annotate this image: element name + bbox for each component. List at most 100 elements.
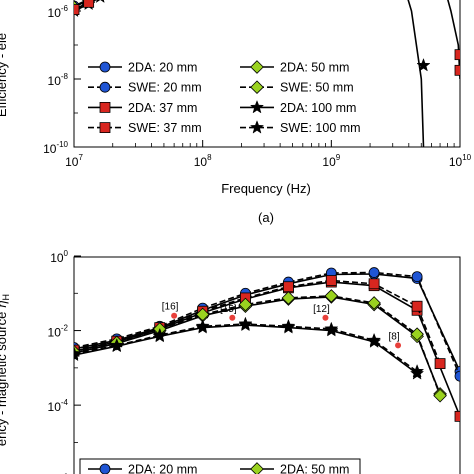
- legend-label: 2DA: 37 mm: [128, 101, 197, 115]
- y-tick-label: 100: [50, 249, 68, 265]
- legend-label: 2DA: 20 mm: [128, 463, 197, 474]
- series-group-a: [74, 0, 460, 147]
- star-marker: [416, 57, 431, 72]
- star-marker: [324, 321, 339, 336]
- series-line: [74, 279, 441, 364]
- legend-label: SWE: 37 mm: [128, 121, 202, 135]
- tick-base: 10: [65, 155, 79, 169]
- tick-exponent: -6: [61, 4, 69, 13]
- tick-base: 10: [48, 326, 62, 340]
- legend-entry: 2DA: 100 mm: [240, 100, 356, 115]
- reference-annotations-b: [16] [15] [12] [8]: [162, 302, 402, 349]
- reference-label: [12]: [313, 304, 330, 315]
- series-line: [74, 295, 441, 396]
- tick-exponent: 10: [462, 153, 471, 162]
- star-marker: [238, 316, 253, 331]
- star-marker: [109, 337, 124, 352]
- square-marker: [99, 122, 111, 133]
- x-tick-label: 108: [194, 153, 212, 169]
- series-line: [74, 0, 91, 8]
- reference-label: [15]: [220, 304, 237, 315]
- series-group-b: [74, 267, 460, 422]
- square-marker: [454, 410, 460, 422]
- legend-entry: 2DA: 37 mm: [88, 101, 197, 115]
- star-marker: [367, 332, 382, 347]
- series-line: [74, 323, 418, 373]
- y-axis-label-a: Efficiency - ele: [0, 33, 9, 117]
- x-tick-label: 109: [322, 153, 340, 169]
- reference-point: [395, 342, 402, 349]
- square-marker: [411, 300, 423, 312]
- diamond-marker: [250, 462, 264, 474]
- legend-entry: SWE: 20 mm: [88, 81, 202, 95]
- circle-marker: [368, 267, 380, 278]
- star-marker: [95, 0, 105, 3]
- series-line: [407, 0, 425, 147]
- star-marker: [152, 327, 167, 342]
- square-marker: [368, 278, 380, 290]
- square-marker: [74, 4, 80, 15]
- x-tick-label: 107: [65, 153, 83, 169]
- tick-exponent: -2: [61, 324, 69, 333]
- legend-label: 2DA: 100 mm: [280, 101, 356, 115]
- tick-base: 10: [43, 142, 57, 156]
- legend-a: 2DA: 20 mm 2DA: 50 mm SWE: 20 mm SWE: 50 mm…: [88, 60, 361, 135]
- tick-base: 10: [194, 155, 208, 169]
- circle-marker: [99, 61, 111, 73]
- panel-label-a: (a): [258, 210, 274, 225]
- star-marker: [74, 346, 82, 360]
- legend-label: 2DA: 50 mm: [280, 61, 349, 75]
- legend-label: SWE: 20 mm: [128, 81, 202, 95]
- legend-box-b: [79, 458, 361, 474]
- star-marker: [249, 100, 265, 114]
- y-tick-label: 10-6: [48, 4, 69, 20]
- square-marker: [325, 275, 337, 286]
- star-marker: [249, 120, 265, 134]
- square-marker: [99, 102, 111, 113]
- reference-point: [171, 312, 178, 319]
- circle-marker: [99, 81, 111, 93]
- legend-label: 2DA: 20 mm: [128, 61, 197, 75]
- series-line: [447, 0, 460, 80]
- tick-exponent: 0: [64, 249, 69, 258]
- tick-exponent: -6: [61, 473, 69, 474]
- tick-exponent: -8: [61, 72, 69, 81]
- star-marker: [281, 318, 296, 333]
- legend-entry: 2DA: 20 mm: [88, 463, 197, 474]
- y-axis-label-b-text: ency - magnetic source: [0, 312, 9, 446]
- diamond-marker: [324, 289, 339, 303]
- tick-exponent: 7: [78, 153, 83, 162]
- tick-base: 10: [48, 74, 62, 88]
- legend-entry: SWE: 100 mm: [240, 120, 361, 135]
- star-marker: [195, 318, 210, 333]
- tick-exponent: -10: [56, 140, 68, 149]
- series-line: [74, 324, 418, 375]
- square-marker: [454, 64, 460, 76]
- y-axis-label-b-symbol: η: [0, 300, 9, 307]
- tick-exponent: -4: [61, 398, 69, 407]
- star-marker: [410, 363, 425, 378]
- tick-base: 10: [322, 155, 336, 169]
- circle-marker: [99, 463, 111, 474]
- legend-entry: SWE: 50 mm: [240, 80, 354, 95]
- series-line: [74, 296, 441, 395]
- x-tick-label: 1010: [449, 153, 472, 169]
- tick-base: 10: [48, 6, 62, 20]
- y-tick-label: 10-2: [48, 324, 69, 340]
- diamond-marker: [367, 296, 381, 310]
- tick-exponent: 9: [336, 153, 341, 162]
- diamond-marker: [281, 291, 296, 305]
- diamond-marker: [250, 80, 264, 95]
- y-tick-label: 10-4: [48, 398, 69, 414]
- y-axis-label-b-sub: H: [1, 294, 11, 301]
- legend-label: SWE: 100 mm: [280, 121, 361, 135]
- square-marker: [83, 0, 95, 8]
- reference-point: [229, 314, 236, 321]
- tick-base: 10: [50, 251, 64, 265]
- legend-b: 2DA: 20 mm 2DA: 50 mm: [79, 458, 361, 474]
- y-tick-label: 10-10: [43, 140, 68, 156]
